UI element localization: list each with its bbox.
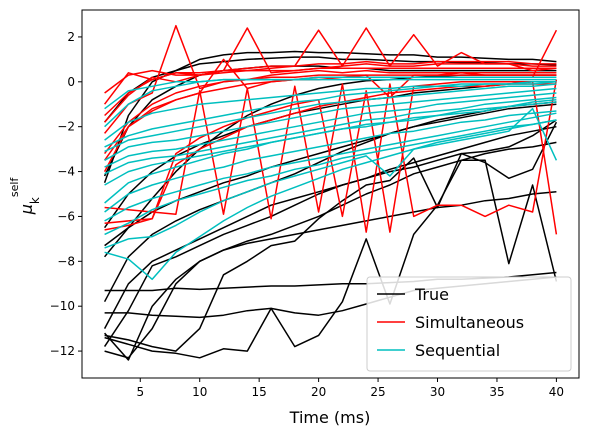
series-line-sequential-7 — [104, 92, 557, 168]
plot-lines — [103, 24, 558, 361]
y-tick-label: −8 — [57, 254, 75, 268]
series-line-sequential-14 — [104, 107, 558, 249]
x-tick-label: 30 — [430, 385, 445, 399]
series-line-sequential-2 — [104, 76, 557, 128]
series-line-sequential-4 — [104, 81, 557, 148]
y-tick-label: −4 — [57, 165, 75, 179]
x-tick-label: 40 — [549, 385, 564, 399]
series-line-sequential-15 — [104, 119, 557, 281]
series-line-simultaneous-1 — [104, 67, 557, 94]
series-line-sequential-5 — [104, 83, 557, 153]
y-tick-label: 0 — [67, 75, 75, 89]
series-line-sequential-6 — [104, 87, 557, 161]
series-line-simultaneous-11 — [104, 83, 557, 231]
series-line-true-8 — [103, 125, 557, 329]
y-axis-label: μkself — [8, 177, 42, 216]
legend-label-true: True — [414, 285, 449, 304]
series-line-sequential-8 — [104, 96, 557, 175]
series-line-sequential-13 — [104, 119, 557, 236]
series-line-true-10 — [104, 141, 557, 361]
series-line-sequential-11 — [104, 110, 557, 213]
series-line-true-13 — [104, 159, 558, 359]
x-tick-label: 25 — [370, 385, 385, 399]
series-line-simultaneous-10 — [104, 81, 558, 235]
y-tick-label: −12 — [50, 344, 75, 358]
x-tick-label: 5 — [136, 385, 144, 399]
x-tick-label: 10 — [192, 385, 207, 399]
x-tick-label: 35 — [489, 385, 504, 399]
series-line-sequential-12 — [104, 112, 557, 222]
y-tick-label: −2 — [57, 120, 75, 134]
legend-label-sequential: Sequential — [415, 341, 500, 360]
x-axis-label: Time (ms) — [289, 408, 371, 427]
series-line-sequential-1 — [104, 78, 557, 110]
legend-label-simultaneous: Simultaneous — [415, 313, 524, 332]
series-line-true-11 — [104, 191, 557, 359]
plot-frame — [81, 9, 580, 379]
y-tick-label: −10 — [50, 299, 75, 313]
series-line-true-12 — [104, 121, 558, 352]
series-line-simultaneous-5 — [104, 24, 557, 134]
y-axis-ticks: 2 0 −2 −4 −6 −8 −10 −12 — [50, 30, 82, 358]
x-tick-label: 15 — [252, 385, 267, 399]
legend-box — [366, 276, 572, 372]
series-line-simultaneous-9 — [104, 79, 558, 233]
series-line-simultaneous-4 — [104, 29, 557, 123]
x-tick-label: 20 — [311, 385, 326, 399]
x-axis-ticks: 5 10 15 20 25 30 35 40 — [136, 378, 564, 399]
series-line-true-9 — [103, 119, 557, 348]
y-tick-label: −6 — [57, 209, 75, 223]
series-line-sequential-10 — [104, 99, 557, 204]
legend: True Simultaneous Sequential — [366, 276, 572, 372]
y-tick-label: 2 — [67, 30, 75, 44]
